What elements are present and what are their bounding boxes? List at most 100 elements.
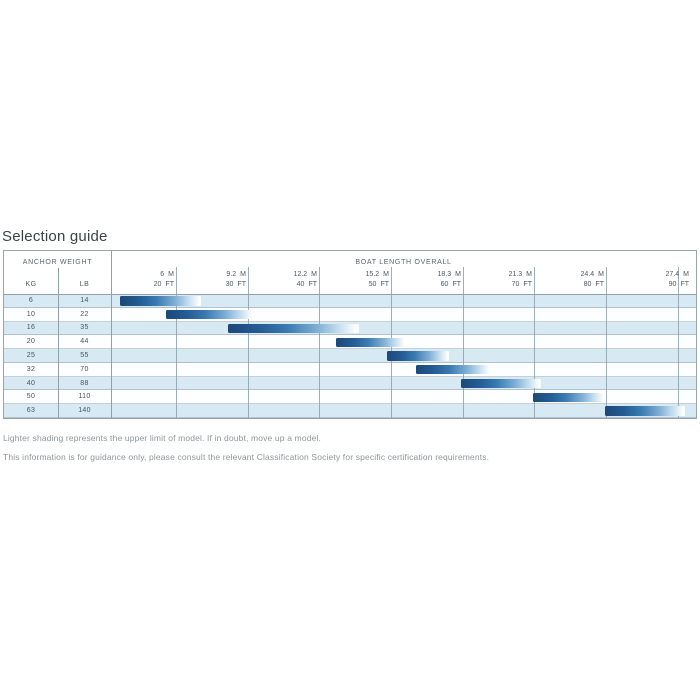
lb-value: 140 — [78, 407, 91, 415]
boat-length-label: 27.4 M 90 FT — [666, 270, 689, 289]
meters-value: 21.3 — [508, 271, 523, 278]
label-meters: 18.3 M — [438, 270, 461, 279]
table-row: 32 70 — [4, 362, 696, 377]
meters-unit: M — [311, 271, 317, 278]
kg-value: 32 — [26, 365, 36, 373]
lb-value: 14 — [80, 296, 89, 304]
boat-length-gridline — [606, 267, 607, 418]
meters-unit: M — [383, 271, 389, 278]
boat-length-gridline — [534, 267, 535, 418]
feet-value: 90 — [668, 281, 677, 288]
meters-value: 15.2 — [365, 271, 380, 278]
column-labels-layer: 6 M 20 FT 9.2 M 30 FT 12.2 M 40 FT 15.2 M 50 FT 18.3 M 60 F… — [4, 251, 696, 418]
meters-value: 27.4 — [665, 271, 680, 278]
anchor-weight-header: ANCHOR WEIGHT — [22, 259, 93, 266]
meters-value: 9.2 — [226, 271, 237, 278]
label-feet: 50 FT — [366, 280, 389, 289]
meters-value: 18.3 — [437, 271, 452, 278]
feet-value: 80 — [583, 281, 592, 288]
kg-value: 6 — [28, 296, 34, 304]
range-bar — [461, 378, 541, 389]
label-feet: 90 FT — [666, 280, 689, 289]
range-bar — [533, 392, 605, 403]
meters-unit: M — [683, 271, 689, 278]
meters-unit: M — [455, 271, 461, 278]
kg-value: 10 — [26, 310, 36, 318]
lb-value: 70 — [80, 365, 89, 373]
kg-value: 63 — [26, 407, 36, 415]
range-bar — [336, 337, 406, 347]
range-bar — [228, 323, 359, 334]
feet-unit: FT — [523, 281, 532, 288]
label-feet: 60 FT — [438, 280, 461, 289]
range-bar — [605, 406, 685, 416]
kg-value: 16 — [26, 324, 36, 332]
boat-length-gridline — [176, 267, 177, 418]
boat-length-label: 24.4 M 80 FT — [581, 270, 604, 289]
feet-unit: FT — [595, 281, 604, 288]
table-row: 50 110 — [4, 390, 696, 405]
lb-value: 110 — [78, 393, 91, 401]
kg-lb-divider-line — [58, 268, 59, 418]
label-meters: 12.2 M — [294, 270, 317, 279]
boat-length-label: 6 M 20 FT — [154, 270, 174, 289]
table-row: 25 55 — [4, 349, 696, 363]
range-bar — [166, 309, 254, 320]
boat-length-label: 21.3 M 70 FT — [509, 270, 532, 289]
boat-length-gridline — [248, 267, 249, 418]
lb-value: 22 — [80, 310, 89, 318]
meters-value: 24.4 — [580, 271, 595, 278]
lb-value: 55 — [80, 351, 89, 359]
lb-value: 88 — [80, 379, 89, 387]
lb-value: 35 — [80, 324, 89, 332]
feet-unit: FT — [452, 281, 461, 288]
label-feet: 20 FT — [154, 280, 174, 289]
range-bar — [120, 296, 201, 306]
feet-value: 70 — [511, 281, 520, 288]
boat-length-label: 15.2 M 50 FT — [366, 270, 389, 289]
kg-value: 50 — [26, 393, 36, 401]
lb-value: 44 — [80, 338, 89, 346]
feet-value: 40 — [296, 281, 305, 288]
meters-unit: M — [240, 271, 246, 278]
bars-layer — [4, 251, 696, 418]
footnote-guidance: This information is for guidance only, p… — [3, 452, 490, 462]
boat-length-label: 12.2 M 40 FT — [294, 270, 317, 289]
boat-length-label: 9.2 M 30 FT — [226, 270, 246, 289]
meters-unit: M — [526, 271, 532, 278]
range-bar — [416, 365, 491, 375]
feet-unit: FT — [680, 281, 689, 288]
boat-length-header: BOAT LENGTH OVERALL — [355, 259, 452, 266]
boat-length-gridline — [319, 267, 320, 418]
boat-length-gridline — [678, 267, 679, 418]
label-feet: 40 FT — [294, 280, 317, 289]
footnote-shading: Lighter shading represents the upper lim… — [3, 433, 322, 443]
meters-unit: M — [168, 271, 174, 278]
kg-value: 25 — [26, 351, 36, 359]
label-meters: 27.4 M — [666, 270, 689, 279]
lb-column-header: LB — [79, 281, 90, 288]
header-separator-line — [4, 294, 696, 295]
table-row: 63 140 — [4, 404, 696, 418]
label-feet: 80 FT — [581, 280, 604, 289]
kg-column-header: KG — [25, 281, 37, 288]
selection-guide-table: ANCHOR WEIGHT BOAT LENGTH OVERALL KG LB … — [3, 250, 697, 419]
meters-unit: M — [598, 271, 604, 278]
feet-value: 30 — [225, 281, 234, 288]
meters-value: 6 — [160, 271, 165, 278]
feet-unit: FT — [308, 281, 317, 288]
label-feet: 70 FT — [509, 280, 532, 289]
range-bar — [387, 351, 449, 361]
feet-value: 50 — [368, 281, 377, 288]
feet-unit: FT — [380, 281, 389, 288]
meters-value: 12.2 — [293, 271, 308, 278]
feet-unit: FT — [165, 281, 174, 288]
chart-divider-line — [111, 251, 112, 418]
feet-value: 20 — [153, 281, 162, 288]
label-feet: 30 FT — [226, 280, 246, 289]
kg-value: 20 — [26, 338, 36, 346]
feet-value: 60 — [440, 281, 449, 288]
label-meters: 24.4 M — [581, 270, 604, 279]
